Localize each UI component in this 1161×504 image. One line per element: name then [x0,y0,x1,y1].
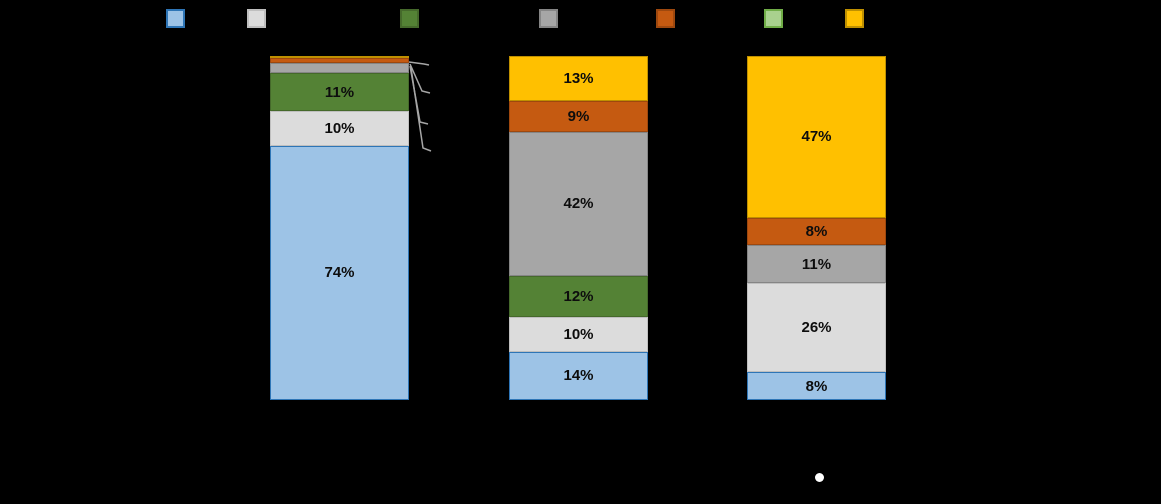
segment-label: 11% [801,255,832,273]
bar-segment-light-gray: 26% [747,283,886,373]
bar-segment-orange [270,58,409,64]
segment-label: 74% [324,264,355,282]
segment-label: 8% [805,377,828,395]
chart-legend [0,0,1161,40]
bar-group-2: 13% 9% 42% 12% 10% 14% [509,56,648,400]
legend-swatch-light-gray [247,9,266,28]
segment-label: 10% [563,326,594,344]
bar-segment-gray [270,63,409,74]
segment-label: 13% [563,69,594,87]
bar-segment-yellow: 13% [509,56,648,101]
segment-label: 47% [801,128,832,146]
segment-label: 8% [805,222,828,240]
bar-segment-gray: 42% [509,131,648,277]
segment-label: 12% [563,288,594,306]
bar-segment-orange: 9% [509,100,648,132]
bar-group-1: 11% 10% 74% [270,56,409,401]
legend-swatch-light-green [764,9,783,28]
segment-label: 9% [567,107,590,125]
white-dot-artifact [815,473,824,482]
bar-segment-blue: 14% [509,351,648,400]
bar-segment-yellow [270,56,409,58]
segment-label: 42% [563,195,594,213]
bar-segment-blue: 8% [747,372,886,400]
segment-label: 14% [563,367,594,385]
bar-segment-green: 11% [270,73,409,112]
bar-segment-light-gray: 10% [270,111,409,146]
legend-swatch-blue [166,9,185,28]
bar-group-3: 47% 8% 11% 26% 8% [747,56,886,400]
bar-segment-blue: 74% [270,145,409,401]
segment-label: 26% [801,319,832,337]
segment-label: 11% [324,83,355,101]
legend-swatch-green [400,9,419,28]
legend-swatch-orange [656,9,675,28]
bar-segment-green: 12% [509,276,648,318]
bar-segment-orange: 8% [747,217,886,246]
segment-label: 10% [324,119,355,137]
legend-swatch-gray [539,9,558,28]
legend-swatch-yellow [845,9,864,28]
bar-segment-gray: 11% [747,245,886,284]
bar-segment-yellow: 47% [747,56,886,218]
bar-segment-light-gray: 10% [509,317,648,352]
